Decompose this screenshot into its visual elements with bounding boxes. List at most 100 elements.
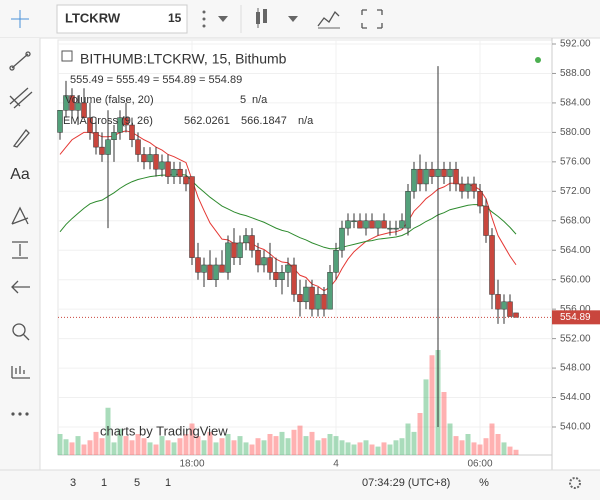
volume-bar [117, 428, 123, 455]
candles [57, 66, 519, 427]
candle-body [81, 102, 87, 118]
candle-body [237, 242, 243, 258]
candle-body [393, 227, 399, 230]
volume-bar [471, 442, 477, 455]
ema-slow-legend: 566.1847 [241, 115, 287, 127]
volume-bar [267, 434, 273, 455]
candle-body [195, 257, 201, 273]
symbol[interactable]: LTCKRW [65, 10, 121, 25]
settings-icon[interactable] [569, 477, 581, 489]
candle-body [177, 168, 183, 177]
y-tick-label: 564.00 [560, 245, 591, 256]
range-button[interactable]: 3 [70, 477, 76, 489]
candle-body [189, 176, 195, 258]
volume-bar [243, 442, 249, 455]
candle-body [93, 132, 99, 148]
volume-bar [495, 434, 501, 455]
volume-bar [339, 440, 345, 455]
volume-bar [357, 442, 363, 455]
ema-legend-name: EMA Cross (9, 26) [63, 115, 153, 127]
last-price-label: 554.89 [560, 312, 591, 323]
volume-bar [129, 440, 135, 455]
candle-body [111, 132, 117, 140]
symbol-box[interactable] [56, 4, 188, 34]
candle-body [69, 95, 75, 111]
candle-body [135, 139, 141, 155]
candle-body [183, 176, 189, 185]
candle-body [303, 286, 309, 303]
volume-legend-na: n/a [252, 94, 268, 106]
volume-bar [249, 444, 255, 455]
candle-body [273, 272, 279, 280]
volume-legend-value: 5 [240, 94, 246, 106]
candle-body [231, 242, 237, 258]
volume-bar [273, 436, 279, 455]
y-tick-label: 580.00 [560, 127, 591, 138]
y-tick-label: 544.00 [560, 392, 591, 403]
candle-body [171, 168, 177, 177]
candle-body [339, 227, 345, 251]
candle-body [447, 168, 453, 177]
volume-bar [477, 444, 483, 455]
candle-body [75, 102, 81, 111]
left-tools[interactable] [9, 10, 33, 416]
volume-bar [315, 440, 321, 455]
volume-bar [297, 425, 303, 455]
ema-legend-na: n/a [298, 115, 314, 127]
volume-bar [201, 440, 207, 455]
candle-body [129, 124, 135, 141]
volume-bar [255, 438, 261, 455]
candle-body [435, 168, 441, 177]
interval[interactable]: 15 [168, 11, 182, 25]
volume-bar [141, 438, 147, 455]
volume-bar [423, 379, 429, 455]
candle-body [459, 183, 465, 192]
volume-bar [441, 392, 447, 455]
candle-body [513, 312, 519, 318]
volume-legend-name: Volume (false, 20) [65, 94, 154, 106]
volume-bar [363, 440, 369, 455]
candle-body [489, 235, 495, 295]
candle-body [333, 249, 339, 273]
volume-bar [321, 438, 327, 455]
chart-title: BITHUMB:LTCKRW, 15, Bithumb [80, 51, 287, 67]
volume-bar [207, 431, 213, 455]
range-button[interactable]: 1 [101, 477, 107, 489]
plot-area [57, 39, 553, 456]
range-button[interactable]: 1 [165, 477, 171, 489]
last-price-box [552, 310, 600, 325]
volume-bar [75, 436, 81, 455]
candle-body [417, 168, 423, 185]
volume-bar [501, 442, 507, 455]
volume-bar [333, 436, 339, 455]
candle-body [357, 220, 363, 229]
candle-body [117, 117, 123, 133]
y-tick-label: 588.00 [560, 68, 591, 79]
volume-bar [105, 407, 111, 455]
text-tool[interactable]: Aa [10, 166, 30, 183]
volume-bar [513, 449, 519, 455]
volume-bar [369, 444, 375, 455]
volume-bar [453, 436, 459, 455]
volume-bar [387, 444, 393, 455]
candle-body [321, 294, 327, 310]
toolbar-icons [202, 5, 383, 33]
y-tick-label: 556.00 [560, 304, 591, 315]
y-tick-label: 576.00 [560, 156, 591, 167]
candle-body [243, 235, 249, 244]
x-tick-label: 06:00 [467, 459, 492, 470]
volume-bar [81, 444, 87, 455]
volume-bar [459, 440, 465, 455]
candle-body [495, 294, 501, 310]
volume-bar [309, 431, 315, 455]
y-tick-label: 548.00 [560, 363, 591, 374]
candle-body [453, 168, 459, 185]
range-button[interactable]: 5 [134, 477, 140, 489]
candle-body [123, 117, 129, 126]
grid [58, 40, 552, 455]
percent-toggle[interactable]: % [479, 477, 489, 489]
candle-body [249, 235, 255, 251]
volume-bar [159, 436, 165, 455]
volume-bar [279, 431, 285, 455]
